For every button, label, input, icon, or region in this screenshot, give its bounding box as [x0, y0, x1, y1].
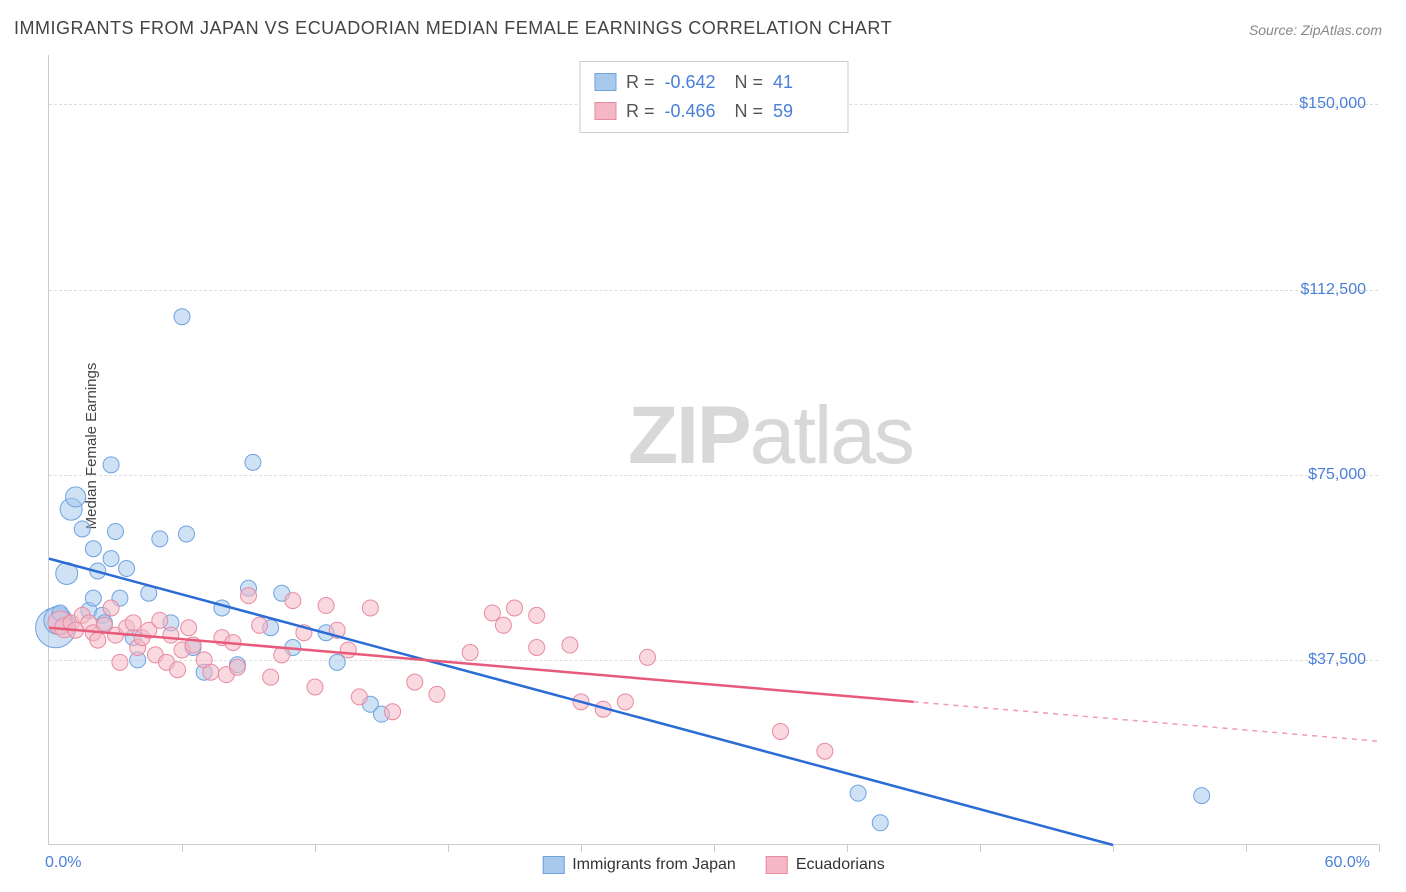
data-point — [263, 669, 279, 685]
data-point — [119, 561, 135, 577]
r-value-1: -0.642 — [665, 68, 725, 97]
data-point — [329, 654, 345, 670]
legend-item-1: Immigrants from Japan — [542, 856, 736, 874]
chart-title: IMMIGRANTS FROM JAPAN VS ECUADORIAN MEDI… — [14, 18, 892, 39]
data-point — [125, 615, 141, 631]
data-point — [174, 309, 190, 325]
x-tick — [714, 844, 715, 852]
data-point — [103, 551, 119, 567]
x-tick — [581, 844, 582, 852]
data-point — [1194, 788, 1210, 804]
trend-line — [49, 559, 1113, 845]
data-point — [103, 457, 119, 473]
data-point — [85, 541, 101, 557]
data-point — [181, 620, 197, 636]
data-point — [252, 617, 268, 633]
data-point — [817, 743, 833, 759]
data-point — [484, 605, 500, 621]
data-point — [495, 617, 511, 633]
x-tick — [1113, 844, 1114, 852]
data-point — [640, 649, 656, 665]
data-point — [163, 627, 179, 643]
data-point — [285, 593, 301, 609]
n-value-2: 59 — [773, 97, 833, 126]
x-axis-min-label: 0.0% — [45, 854, 81, 872]
data-point — [385, 704, 401, 720]
data-point — [507, 600, 523, 616]
x-tick — [448, 844, 449, 852]
swatch-series-1 — [594, 73, 616, 91]
data-point — [152, 531, 168, 547]
data-point — [773, 723, 789, 739]
source-label: Source: ZipAtlas.com — [1249, 22, 1382, 38]
data-point — [529, 607, 545, 623]
data-point — [429, 686, 445, 702]
data-point — [362, 600, 378, 616]
x-tick — [1379, 844, 1380, 852]
r-label: R = — [626, 68, 655, 97]
data-point — [203, 664, 219, 680]
data-point — [307, 679, 323, 695]
data-point — [407, 674, 423, 690]
data-point — [152, 612, 168, 628]
data-point — [112, 654, 128, 670]
legend-label-2: Ecuadorians — [796, 856, 885, 874]
x-tick — [182, 844, 183, 852]
swatch-series-1 — [542, 856, 564, 874]
trend-line-extended — [914, 702, 1380, 742]
data-point — [529, 640, 545, 656]
stats-row-series-2: R = -0.466 N = 59 — [594, 97, 833, 126]
n-label: N = — [735, 97, 764, 126]
data-point — [170, 662, 186, 678]
scatter-svg — [49, 55, 1378, 844]
n-value-1: 41 — [773, 68, 833, 97]
data-point — [66, 487, 86, 507]
data-point — [340, 642, 356, 658]
data-point — [351, 689, 367, 705]
stats-row-series-1: R = -0.642 N = 41 — [594, 68, 833, 97]
r-label: R = — [626, 97, 655, 126]
data-point — [245, 454, 261, 470]
r-value-2: -0.466 — [665, 97, 725, 126]
plot-area: ZIPatlas $37,500$75,000$112,500$150,000 … — [48, 55, 1378, 845]
data-point — [103, 600, 119, 616]
data-point — [229, 659, 245, 675]
data-point — [178, 526, 194, 542]
data-point — [318, 598, 334, 614]
x-axis-max-label: 60.0% — [1325, 854, 1370, 872]
swatch-series-2 — [594, 102, 616, 120]
legend-label-1: Immigrants from Japan — [572, 856, 736, 874]
data-point — [85, 590, 101, 606]
data-point — [872, 815, 888, 831]
bottom-legend: Immigrants from Japan Ecuadorians — [542, 856, 885, 874]
stats-legend: R = -0.642 N = 41 R = -0.466 N = 59 — [579, 61, 848, 133]
data-point — [108, 523, 124, 539]
swatch-series-2 — [766, 856, 788, 874]
data-point — [462, 644, 478, 660]
legend-item-2: Ecuadorians — [766, 856, 885, 874]
data-point — [241, 588, 257, 604]
data-point — [850, 785, 866, 801]
x-tick — [1246, 844, 1247, 852]
data-point — [74, 521, 90, 537]
n-label: N = — [735, 68, 764, 97]
x-tick — [847, 844, 848, 852]
x-tick — [315, 844, 316, 852]
data-point — [562, 637, 578, 653]
x-tick — [980, 844, 981, 852]
data-point — [617, 694, 633, 710]
data-point — [90, 632, 106, 648]
